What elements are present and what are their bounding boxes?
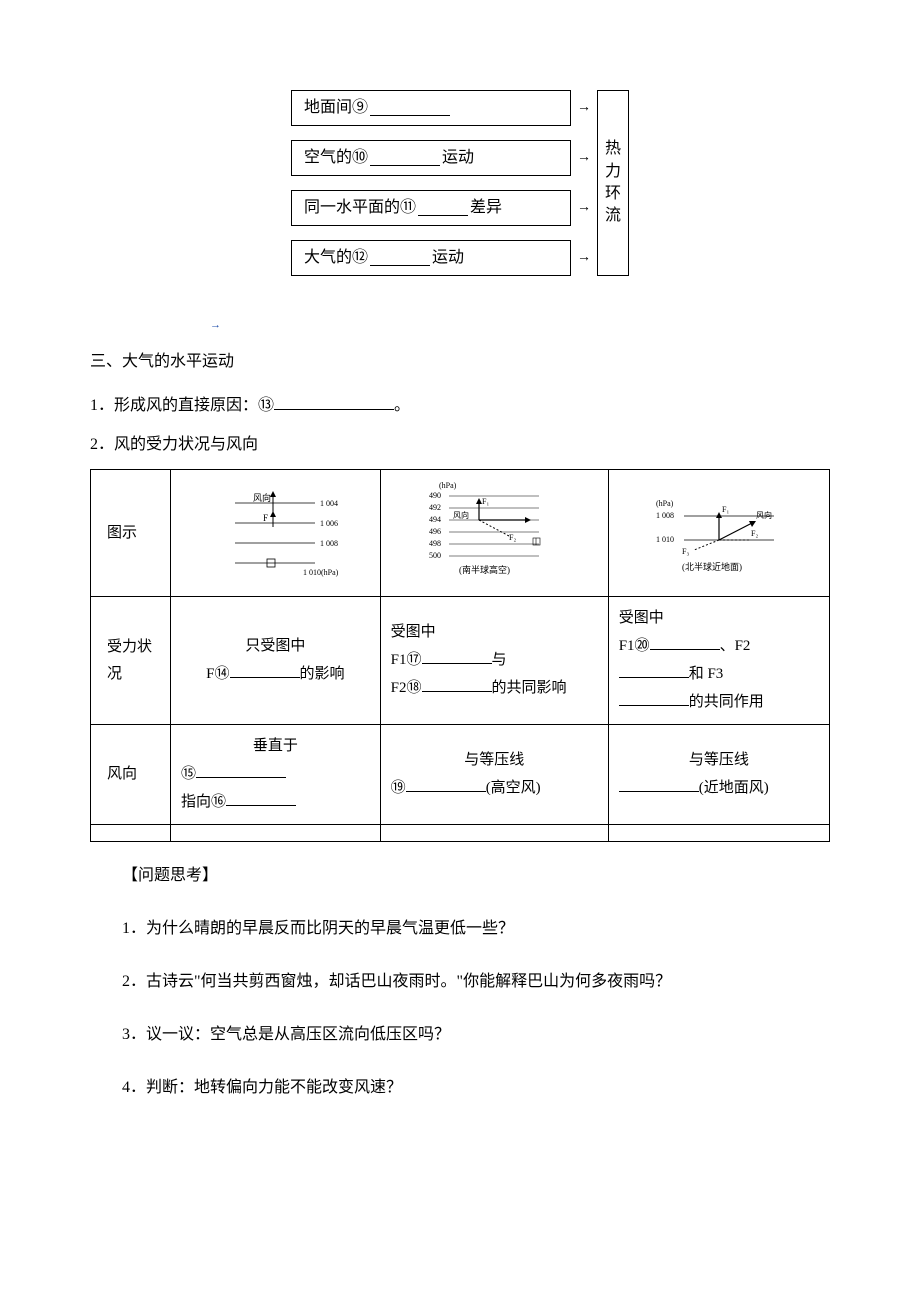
svg-text:F₃: F₃ — [682, 547, 689, 556]
blank-wind3 — [619, 774, 699, 792]
flow-right-label: 热 力 环 流 — [597, 90, 629, 276]
diagram-1: 风向 1 004 1 006 F 1 008 1 010(hPa) — [171, 470, 381, 597]
wind-force-table: 图示 风向 1 004 1 006 F 1 008 1 010(hPa) — [90, 469, 830, 842]
flow-box-4-prefix: 大气的⑫ — [304, 244, 368, 273]
question-4: 4．判断：地转偏向力能不能改变风速？ — [90, 1074, 830, 1103]
wind-cell-2: 与等压线 ⑲(高空风) — [380, 725, 608, 825]
flow-box-3-prefix: 同一水平面的⑪ — [304, 194, 416, 223]
svg-text:(南半球高空): (南半球高空) — [459, 564, 510, 575]
flow-arrows: → → → → — [571, 90, 597, 276]
svg-text:风向: 风向 — [756, 510, 772, 520]
svg-text:F: F — [263, 513, 268, 523]
arrow-2: → — [577, 140, 591, 176]
blank-19 — [406, 774, 486, 792]
svg-text:F₂: F₂ — [509, 533, 516, 542]
svg-text:498: 498 — [429, 539, 441, 548]
section-3-title: 三、大气的水平运动 — [90, 348, 830, 377]
svg-text:1 008: 1 008 — [320, 539, 338, 548]
table-row-empty — [91, 825, 830, 842]
right-char-1: 热 — [605, 138, 621, 160]
svg-text:F₂: F₂ — [751, 529, 758, 538]
blank-11 — [418, 200, 468, 216]
svg-text:1 010: 1 010 — [656, 535, 674, 544]
svg-text:492: 492 — [429, 503, 441, 512]
svg-text:494: 494 — [429, 515, 441, 524]
question-1: 1．为什么晴朗的早晨反而比阴天的早晨气温更低一些？ — [90, 915, 830, 944]
point-2: 2．风的受力状况与风向 — [90, 431, 830, 460]
right-char-4: 流 — [605, 205, 621, 227]
force-cell-1: 只受图中 F⑭的影响 — [171, 597, 381, 725]
flow-box-4-suffix: 运动 — [432, 244, 464, 273]
blank-force3-b — [619, 660, 689, 678]
svg-text:496: 496 — [429, 527, 441, 536]
point-1-suffix: 。 — [394, 397, 410, 414]
svg-text:1 004: 1 004 — [320, 499, 338, 508]
flow-box-3-suffix: 差异 — [470, 194, 502, 223]
flow-box-4: 大气的⑫ 运动 — [291, 240, 571, 276]
blank-20 — [650, 632, 720, 650]
diagram-3: (hPa) 1 008 1 010 F₁ 风向 F₂ F₃ (北半球近地面) — [608, 470, 829, 597]
flow-box-1: 地面间⑨ — [291, 90, 571, 126]
wind-cell-1: 垂直于 ⑮ 指向⑯ — [171, 725, 381, 825]
point-1: 1．形成风的直接原因：⑬ 。 — [90, 391, 830, 421]
svg-text:(hPa): (hPa) — [439, 481, 457, 490]
right-char-2: 力 — [605, 161, 621, 183]
table-row-diagrams: 图示 风向 1 004 1 006 F 1 008 1 010(hPa) — [91, 470, 830, 597]
svg-text:1 006: 1 006 — [320, 519, 338, 528]
blank-15 — [196, 760, 286, 778]
svg-text:(hPa): (hPa) — [656, 499, 674, 508]
arrow-1: → — [577, 90, 591, 126]
blank-force3-c — [619, 688, 689, 706]
blank-10 — [370, 150, 440, 166]
blank-18 — [422, 674, 492, 692]
table-row-wind: 风向 垂直于 ⑮ 指向⑯ 与等压线 ⑲(高空风) 与等压线 (近地面风) — [91, 725, 830, 825]
question-3: 3．议一议：空气总是从高压区流向低压区吗？ — [90, 1021, 830, 1050]
small-blue-mark: → — [210, 316, 830, 336]
right-char-3: 环 — [605, 183, 621, 205]
flow-box-2-suffix: 运动 — [442, 144, 474, 173]
wind-cell-3: 与等压线 (近地面风) — [608, 725, 829, 825]
diagram-2: (hPa) 490 492 494 496 498 500 F₁ 风向 — [380, 470, 608, 597]
svg-text:1 010(hPa): 1 010(hPa) — [303, 568, 339, 577]
blank-16 — [226, 788, 296, 806]
blank-14 — [230, 660, 300, 678]
question-2: 2．古诗云"何当共剪西窗烛，却话巴山夜雨时。"你能解释巴山为何多夜雨吗？ — [90, 968, 830, 997]
thinking-header: 【问题思考】 — [90, 862, 830, 891]
rowhead-diagram: 图示 — [91, 470, 171, 597]
svg-text:F₁: F₁ — [482, 497, 489, 506]
svg-text:1 008: 1 008 — [656, 511, 674, 520]
blank-17 — [422, 646, 492, 664]
d1-wind-label: 风向 — [253, 492, 271, 503]
rowhead-force: 受力状况 — [91, 597, 171, 725]
point-1-prefix: 1．形成风的直接原因：⑬ — [90, 397, 274, 414]
table-row-force: 受力状况 只受图中 F⑭的影响 受图中 F1⑰与 F2⑱的共同影响 受图中 F1… — [91, 597, 830, 725]
rowhead-wind: 风向 — [91, 725, 171, 825]
blank-13 — [274, 391, 394, 410]
svg-text:490: 490 — [429, 491, 441, 500]
svg-text:500: 500 — [429, 551, 441, 560]
blank-12 — [370, 250, 430, 266]
force-cell-3: 受图中 F1⑳、F2 和 F3 的共同作用 — [608, 597, 829, 725]
force-cell-2: 受图中 F1⑰与 F2⑱的共同影响 — [380, 597, 608, 725]
svg-text:F₁: F₁ — [722, 505, 729, 514]
svg-text:(北半球近地面): (北半球近地面) — [682, 561, 742, 572]
arrow-3: → — [577, 190, 591, 226]
thermal-circulation-flowchart: 地面间⑨ 空气的⑩ 运动 同一水平面的⑪ 差异 大气的⑫ 运动 → → → → … — [90, 90, 830, 276]
svg-text:风向: 风向 — [453, 510, 469, 520]
blank-9 — [370, 100, 450, 116]
arrow-4: → — [577, 240, 591, 276]
flow-box-3: 同一水平面的⑪ 差异 — [291, 190, 571, 226]
flow-box-2: 空气的⑩ 运动 — [291, 140, 571, 176]
flow-box-2-prefix: 空气的⑩ — [304, 144, 368, 173]
flow-left-column: 地面间⑨ 空气的⑩ 运动 同一水平面的⑪ 差异 大气的⑫ 运动 — [291, 90, 571, 276]
flow-box-1-prefix: 地面间⑨ — [304, 94, 368, 123]
